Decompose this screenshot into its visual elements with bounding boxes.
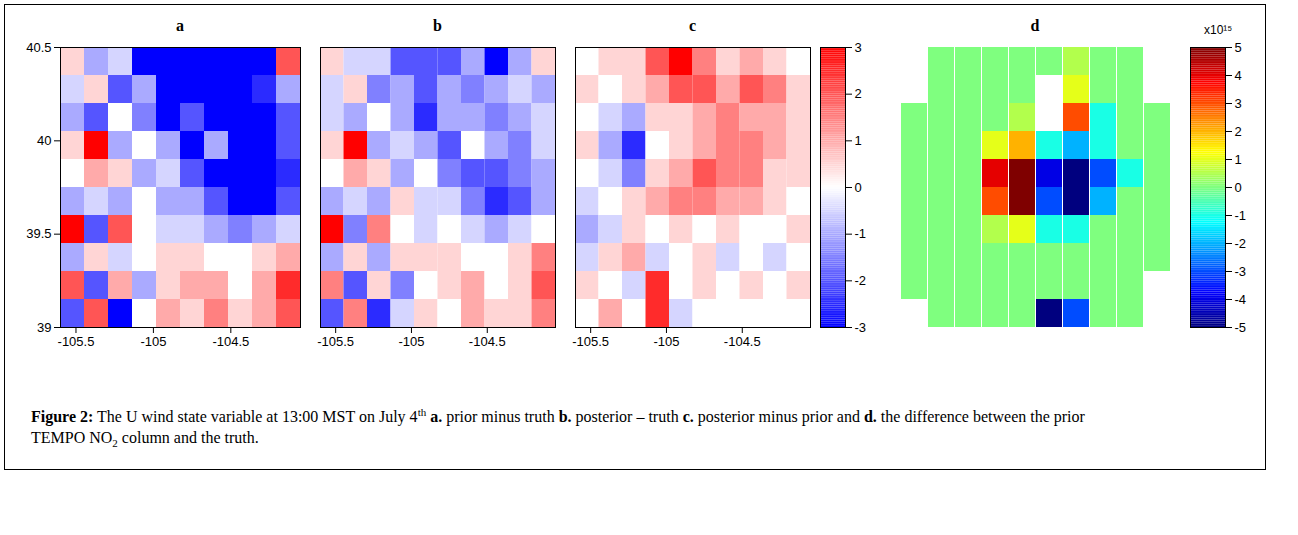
svg-text:-105: -105 [398,334,424,349]
svg-text:-1: -1 [855,226,867,241]
svg-text:39: 39 [37,320,51,335]
svg-text:-3: -3 [855,320,867,335]
svg-text:-104.5: -104.5 [469,334,506,349]
svg-text:2: 2 [855,86,862,101]
svg-text:-104.5: -104.5 [212,334,249,349]
html-text:a: a [176,17,184,34]
html-text:Figure 2: The U wind state var: Figure 2: The U wind state variable at 1… [31,406,1085,450]
svg-text:2: 2 [1235,124,1242,139]
html-text:x10¹⁵: x10¹⁵ [1204,23,1233,37]
svg-text:-104.5: -104.5 [724,334,761,349]
svg-text:3: 3 [855,40,862,55]
html-text:c: c [688,17,696,34]
svg-text:-1: -1 [1235,208,1247,223]
svg-text:1: 1 [855,133,862,148]
svg-text:-105: -105 [653,334,679,349]
svg-text:-105.5: -105.5 [58,334,95,349]
svg-text:5: 5 [1235,40,1242,55]
svg-text:39.5: 39.5 [26,226,51,241]
svg-text:0: 0 [1235,180,1242,195]
svg-text:4: 4 [1235,68,1242,83]
svg-text:40: 40 [37,133,51,148]
svg-text:-105.5: -105.5 [572,334,609,349]
html-text:b: b [433,17,442,34]
svg-text:3: 3 [1235,96,1242,111]
svg-text:-2: -2 [1235,236,1247,251]
svg-text:0: 0 [855,180,862,195]
svg-text:-2: -2 [855,273,867,288]
svg-text:-105: -105 [140,334,166,349]
html-text:d: d [1030,17,1040,34]
svg-text:-5: -5 [1235,320,1247,335]
svg-text:40.5: 40.5 [26,40,51,55]
svg-text:-4: -4 [1235,292,1247,307]
svg-text:-105.5: -105.5 [317,334,354,349]
svg-text:1: 1 [1235,152,1242,167]
svg-text:-3: -3 [1235,264,1247,279]
